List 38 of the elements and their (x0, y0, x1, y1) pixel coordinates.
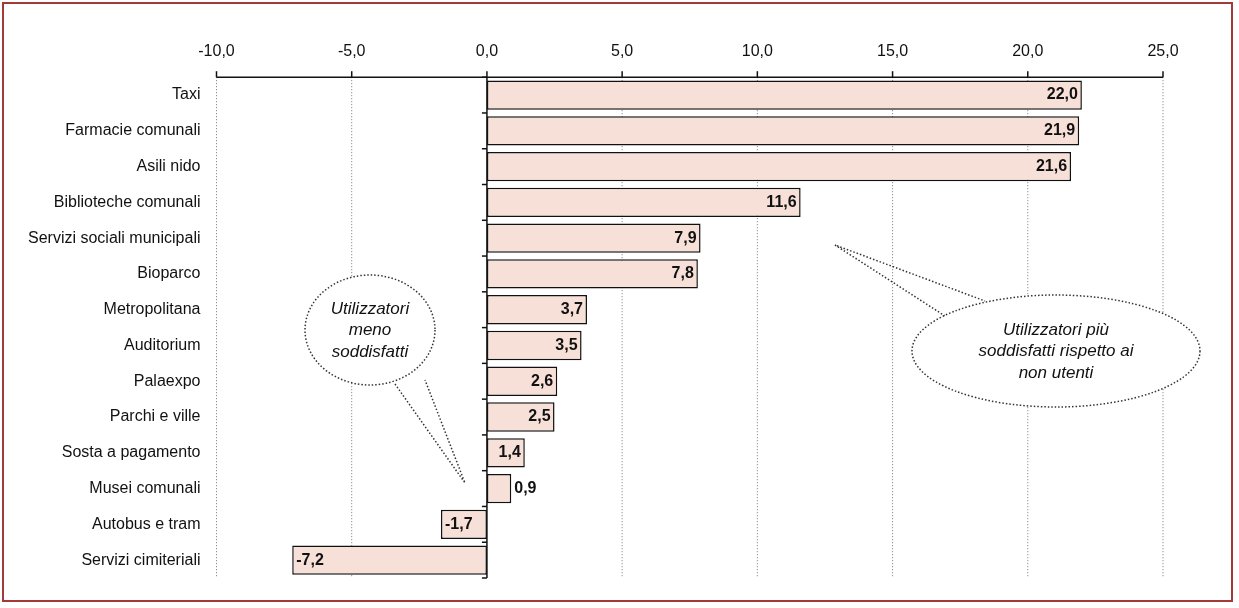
y-tick-label: Autobus e tram (92, 514, 201, 532)
data-label: 7,8 (671, 264, 694, 282)
x-tick-label: -5,0 (337, 42, 366, 60)
y-tick-label: Parchi e ville (109, 407, 201, 425)
data-label: 7,9 (674, 228, 697, 246)
y-tick-label: Asili nido (136, 157, 201, 175)
y-tick-label: Farmacie comunali (65, 121, 201, 139)
data-label: 3,5 (555, 335, 578, 353)
x-tick-label: 0,0 (475, 42, 499, 60)
x-tick-label: 15,0 (877, 42, 909, 60)
x-tick-label: 20,0 (1012, 42, 1044, 60)
data-label: 2,5 (528, 407, 551, 425)
y-tick-label: Bioparco (137, 264, 201, 282)
y-tick-label: Servizi cimiteriali (81, 550, 201, 568)
y-tick-label: Servizi sociali municipali (28, 228, 201, 246)
x-tick-label: 5,0 (611, 42, 634, 60)
data-label: 21,6 (1035, 157, 1068, 175)
x-tick-label: -10,0 (198, 42, 235, 60)
data-label: 21,9 (1044, 121, 1076, 139)
x-tick-label: 10,0 (741, 42, 774, 60)
y-tick-label: Musei comunali (89, 478, 201, 496)
y-tick-label: Auditorium (124, 335, 201, 353)
y-tick-label: Biblioteche comunali (53, 192, 201, 210)
data-label: -1,7 (444, 514, 473, 532)
data-label: 2,6 (530, 371, 554, 389)
data-label: 0,9 (514, 478, 537, 496)
x-tick-label: 25,0 (1147, 42, 1179, 60)
annotation: Utilizzatori più soddisfatti rispetto ai non utenti (977, 319, 1135, 383)
data-label: 3,7 (560, 300, 584, 318)
data-label: 22,0 (1046, 85, 1078, 103)
y-tick-label: Taxi (172, 85, 201, 103)
data-label: -7,2 (296, 550, 324, 568)
y-tick-label: Metropolitana (103, 300, 201, 318)
data-label: 1,4 (498, 443, 521, 461)
y-tick-label: Palaexpo (133, 371, 201, 389)
annotation: Utilizzatori meno soddisfatti (329, 298, 411, 362)
data-label: 11,6 (766, 192, 797, 210)
y-tick-label: Sosta a pagamento (61, 443, 201, 461)
